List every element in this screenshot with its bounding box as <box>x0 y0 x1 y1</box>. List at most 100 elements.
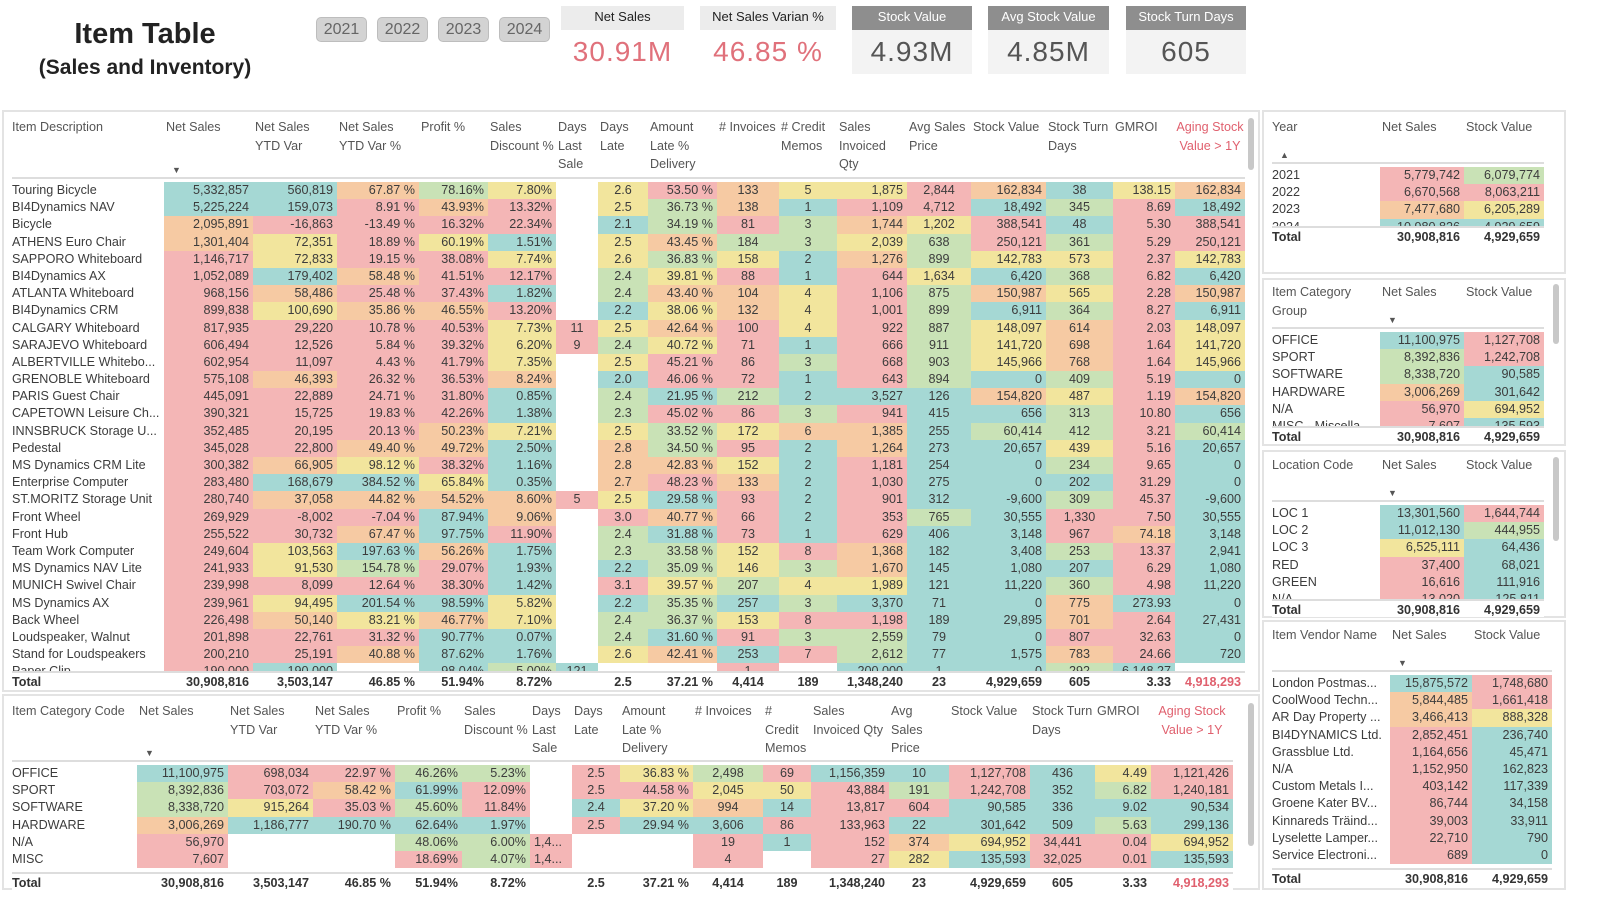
table-row[interactable]: LOC 3 6,525,111 64,436 <box>1272 539 1544 557</box>
column-header-net-sales-ytd-var[interactable]: Net Sales YTD Var % <box>337 118 419 177</box>
column-header-net-sales[interactable]: Net Sales ▼ <box>1380 283 1464 327</box>
table-row[interactable]: N/A 13,020 125,811 <box>1272 590 1544 599</box>
table-row[interactable]: SAPPORO Whiteboard 1,146,717 72,833 19.15 %… <box>12 250 1245 268</box>
table-row[interactable]: N/A 56,970 694,952 <box>1272 400 1544 418</box>
column-header-sales-discount[interactable]: Sales Discount % <box>462 702 530 760</box>
table-row[interactable]: Back Wheel 226,498 50,140 83.21 % 46.77% 7.10… <box>12 611 1245 629</box>
table-row[interactable]: 202410,980,8264,929,659 <box>1272 218 1544 226</box>
column-header-aging-stock-value-1y[interactable]: Aging Stock Value > 1Y <box>1151 702 1233 760</box>
table-row[interactable]: Team Work Computer 249,604 103,563 197.63 %… <box>12 542 1245 561</box>
table-row[interactable]: Stand for Loudspeakers 200,210 25,191 40.88… <box>12 646 1245 664</box>
table-row[interactable]: ATLANTA Whiteboard 968,156 58,486 25.48 % 37… <box>12 285 1245 303</box>
column-header-stock-turn-days[interactable]: Stock Turn Days <box>1030 702 1095 760</box>
column-header-net-sales[interactable]: Net Sales ▼ <box>1380 456 1464 500</box>
column-header-avg-sales-price[interactable]: Avg Sales Price <box>889 702 949 760</box>
table-row[interactable]: GRENOBLE Whiteboard 575,108 46,393 26.32 % 3… <box>12 371 1245 389</box>
column-header-avg-sales-price[interactable]: Avg Sales Price <box>907 118 971 177</box>
table-row[interactable]: BI4DYNAMICS Ltd. 2,852,451 236,740 <box>1272 726 1552 744</box>
column-header-credit-memos[interactable]: # Credit Memos <box>763 702 811 760</box>
column-header-gmroi[interactable]: GMROI <box>1095 702 1151 760</box>
table-row[interactable]: LOC 2 11,012,130 444,955 <box>1272 522 1544 540</box>
column-header-item-category-code[interactable]: Item Category Code <box>12 702 137 760</box>
table-row[interactable]: Loudspeaker, Walnut 201,898 22,761 31.32 % 9… <box>12 628 1245 647</box>
table-row[interactable]: AR Day Property ... 3,466,413 888,328 <box>1272 709 1552 727</box>
column-header-sales-invoiced-qty[interactable]: Sales Invoiced Qty <box>811 702 889 760</box>
table-row[interactable]: Front Hub 255,522 30,732 67.47 % 97.75% 11.90… <box>12 525 1245 543</box>
category-table-scrollbar[interactable] <box>1248 703 1254 846</box>
column-header-item-vendor-name[interactable]: Item Vendor Name <box>1272 626 1390 670</box>
table-row[interactable]: OFFICE 11,100,975 698,034 22.97 % 46.26% 5.23… <box>12 765 1233 783</box>
table-row[interactable]: SOFTWARE 8,338,720 90,585 <box>1272 366 1544 384</box>
table-row[interactable]: Groene Kater BV... 86,744 34,158 <box>1272 795 1552 813</box>
table-row[interactable]: Custom Metals I... 403,142 117,339 <box>1272 778 1552 796</box>
column-header-days-late[interactable]: Days Late <box>598 118 648 177</box>
column-header-location-code[interactable]: Location Code <box>1272 456 1380 500</box>
table-row[interactable]: CAPETOWN Leisure Ch... 390,321 15,725 19.83… <box>12 405 1245 423</box>
column-header-net-sales[interactable]: Net Sales ▼ <box>137 702 228 760</box>
table-row[interactable]: N/A 56,970 48.06% 6.00% 1,4... 19 1 152 374 694,9… <box>12 833 1233 851</box>
table-row[interactable]: SOFTWARE 8,338,720 915,264 35.03 % 45.60% 11.… <box>12 799 1233 817</box>
column-header-stock-value[interactable]: Stock Value <box>1464 283 1544 327</box>
column-header-amount-late-delivery[interactable]: Amount Late % Delivery <box>620 702 693 760</box>
sort-ascending-icon[interactable]: ▲ <box>1280 149 1289 160</box>
category-group-scrollbar[interactable] <box>1553 284 1559 344</box>
table-row[interactable]: ALBERTVILLE Whitebo... 602,954 11,097 4.43 … <box>12 353 1245 372</box>
column-header-invoices[interactable]: # Invoices <box>693 702 763 760</box>
table-row[interactable]: BI4Dynamics NAV 5,225,224 159,073 8.91 % 43.… <box>12 199 1245 217</box>
year-slicer-2024[interactable]: 2024 <box>499 17 550 42</box>
column-header-stock-value[interactable]: Stock Value <box>949 702 1030 760</box>
column-header-stock-value[interactable]: Stock Value <box>971 118 1046 177</box>
table-row[interactable]: Lyselette Lamper... 22,710 790 <box>1272 829 1552 847</box>
column-header-stock-value[interactable]: Stock Value <box>1464 118 1544 162</box>
table-row[interactable]: GREEN 16,616 111,916 <box>1272 573 1544 591</box>
table-row[interactable]: ATHENS Euro Chair 1,301,404 72,351 18.89 % 6… <box>12 233 1245 251</box>
column-header-stock-value[interactable]: Stock Value <box>1464 456 1544 500</box>
sort-descending-icon[interactable]: ▼ <box>145 747 154 758</box>
table-row[interactable]: BI4Dynamics AX 1,052,089 179,402 58.48 % 41.… <box>12 267 1245 286</box>
sort-descending-icon[interactable]: ▼ <box>1398 657 1407 668</box>
column-header-credit-memos[interactable]: # Credit Memos <box>779 118 837 177</box>
table-row[interactable]: RED 37,400 68,021 <box>1272 556 1544 574</box>
table-row[interactable]: 2022 6,670,568 8,063,211 <box>1272 184 1544 202</box>
table-row[interactable]: INNSBRUCK Storage U... 352,485 20,195 20.13… <box>12 422 1245 440</box>
table-row[interactable]: MS Dynamics CRM Lite 300,382 66,905 98.12 %… <box>12 457 1245 475</box>
column-header-year[interactable]: Year ▲ <box>1272 118 1380 162</box>
year-slicer-2022[interactable]: 2022 <box>377 17 428 42</box>
table-row[interactable]: PARIS Guest Chair 445,091 22,889 24.71 % 31.… <box>12 388 1245 406</box>
column-header-gmroi[interactable]: GMROI <box>1113 118 1175 177</box>
column-header-profit[interactable]: Profit % <box>395 702 462 760</box>
table-row[interactable]: MISC 7,607 18.69% 4.07% 1,4... 4 27 282 135,593 3… <box>12 850 1233 869</box>
column-header-stock-value[interactable]: Stock Value <box>1472 626 1552 670</box>
table-row[interactable]: Paper Clip190,000190,00098.04%5.00%12112… <box>12 663 1245 671</box>
table-row[interactable]: Front Wheel 269,929 -8,002 -7.04 % 87.94% 9.0… <box>12 508 1245 526</box>
table-row[interactable]: MISC - Miscella 7,607 135,593 <box>1272 417 1544 426</box>
table-row[interactable]: BI4Dynamics CRM 899,838 100,690 35.86 % 46.5… <box>12 302 1245 320</box>
table-row[interactable]: Enterprise Computer 283,480 168,679 384.52 … <box>12 474 1245 492</box>
column-header-days-late[interactable]: Days Late <box>572 702 620 760</box>
column-header-amount-late-delivery[interactable]: Amount Late % Delivery <box>648 118 717 177</box>
location-scrollbar[interactable] <box>1553 457 1559 541</box>
table-row[interactable]: MS Dynamics AX 239,961 94,495 201.54 % 98.59… <box>12 594 1245 612</box>
table-row[interactable]: OFFICE 11,100,975 1,127,708 <box>1272 332 1544 350</box>
column-header-net-sales[interactable]: Net Sales <box>1380 118 1464 162</box>
table-row[interactable]: 2021 5,779,742 6,079,774 <box>1272 167 1544 185</box>
column-header-sales-invoiced-qty[interactable]: Sales Invoiced Qty <box>837 118 907 177</box>
table-row[interactable]: LOC 1 13,301,560 1,644,744 <box>1272 505 1544 523</box>
sort-descending-icon[interactable]: ▼ <box>1388 487 1397 498</box>
column-header-sales-discount[interactable]: Sales Discount % <box>488 118 556 177</box>
table-row[interactable]: SPORT 8,392,836 703,072 58.42 % 61.99% 12.09%… <box>12 782 1233 800</box>
column-header-aging-stock-value-1y[interactable]: Aging Stock Value > 1Y <box>1175 118 1245 177</box>
item-table-scrollbar[interactable] <box>1248 118 1254 170</box>
table-row[interactable]: Pedestal 345,028 22,800 49.40 % 49.72% 2.50% 2… <box>12 439 1245 457</box>
column-header-net-sales[interactable]: Net Sales ▼ <box>1390 626 1472 670</box>
column-header-item-category-group[interactable]: Item Category Group <box>1272 283 1380 327</box>
table-row[interactable]: Touring Bicycle 5,332,857 560,819 67.87 % 78… <box>12 182 1245 200</box>
column-header-net-sales-ytd-var[interactable]: Net Sales YTD Var <box>228 702 313 760</box>
column-header-profit[interactable]: Profit % <box>419 118 488 177</box>
column-header-days-last-sale[interactable]: Days Last Sale <box>530 702 572 760</box>
year-slicer-2021[interactable]: 2021 <box>316 17 367 42</box>
table-row[interactable]: HARDWARE 3,006,269 301,642 <box>1272 383 1544 401</box>
table-row[interactable]: Kinnareds Träind... 39,003 33,911 <box>1272 812 1552 830</box>
year-slicer-2023[interactable]: 2023 <box>438 17 489 42</box>
table-row[interactable]: CoolWood Techn... 5,844,485 1,661,418 <box>1272 692 1552 710</box>
